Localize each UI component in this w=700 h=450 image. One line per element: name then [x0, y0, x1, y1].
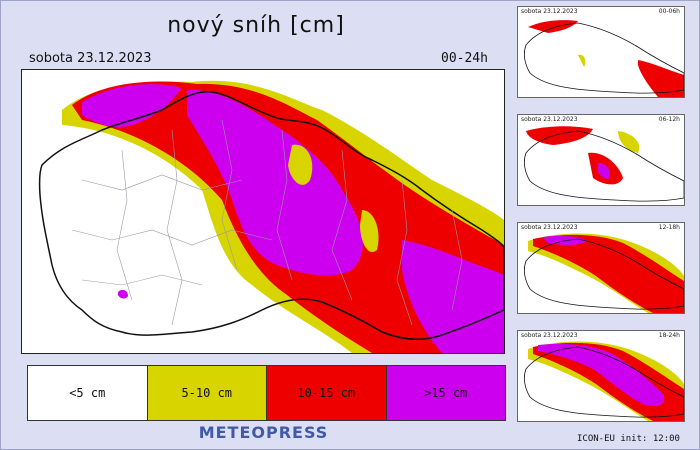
- thumbnail-period: 18-24h: [658, 332, 680, 339]
- snow-zone-purple-east: [402, 240, 504, 353]
- district-boundaries: [71, 119, 463, 326]
- snow-zone-yellow-patch-2: [360, 210, 379, 252]
- thumbnail-period: 06-12h: [658, 116, 680, 123]
- thumbnail-map-12-18[interactable]: sobota 23.12.2023 12-18h: [517, 222, 685, 314]
- brand-logo: METEOPRESS: [198, 423, 329, 442]
- thumbnail-snow-map: [523, 341, 684, 421]
- forecast-period: 00-24h: [441, 51, 488, 66]
- country-border: [38, 90, 504, 340]
- thumbnail-date: sobota 23.12.2023: [521, 332, 578, 339]
- snow-zone-purple-north: [82, 84, 182, 127]
- thumbnail-date: sobota 23.12.2023: [521, 8, 578, 15]
- legend-item-5-10: 5-10 cm: [147, 366, 267, 420]
- legend-item-lt5: <5 cm: [28, 366, 148, 420]
- thumbnail-snow-map: [523, 233, 684, 313]
- thumbnail-map-18-24[interactable]: sobota 23.12.2023 18-24h: [517, 330, 685, 422]
- thumbnail-snow-map: [523, 20, 684, 97]
- thumbnail-snow-map: [523, 126, 684, 202]
- snow-zone-purple-southwest: [118, 289, 128, 299]
- legend-item-10-15: 10-15 cm: [267, 366, 387, 420]
- thumbnail-period: 12-18h: [658, 224, 680, 231]
- color-legend: <5 cm 5-10 cm 10-15 cm >15 cm: [27, 365, 506, 421]
- legend-item-gt15: >15 cm: [386, 366, 505, 420]
- snow-zone-yellow-patch: [288, 144, 313, 185]
- thumbnail-period: 00-06h: [658, 8, 680, 15]
- model-info: ICON-EU init: 12:00: [577, 434, 680, 444]
- czech-snow-map-svg: [38, 80, 504, 353]
- main-snow-map: [21, 69, 505, 354]
- forecast-date: sobota 23.12.2023: [29, 51, 152, 66]
- thumbnail-map-00-06[interactable]: sobota 23.12.2023 00-06h: [517, 6, 685, 98]
- snow-zone-purple-central: [187, 89, 363, 276]
- thumbnail-map-06-12[interactable]: sobota 23.12.2023 06-12h: [517, 114, 685, 206]
- thumbnail-date: sobota 23.12.2023: [521, 116, 578, 123]
- map-title: nový sníh [cm]: [167, 13, 345, 38]
- thumbnail-date: sobota 23.12.2023: [521, 224, 578, 231]
